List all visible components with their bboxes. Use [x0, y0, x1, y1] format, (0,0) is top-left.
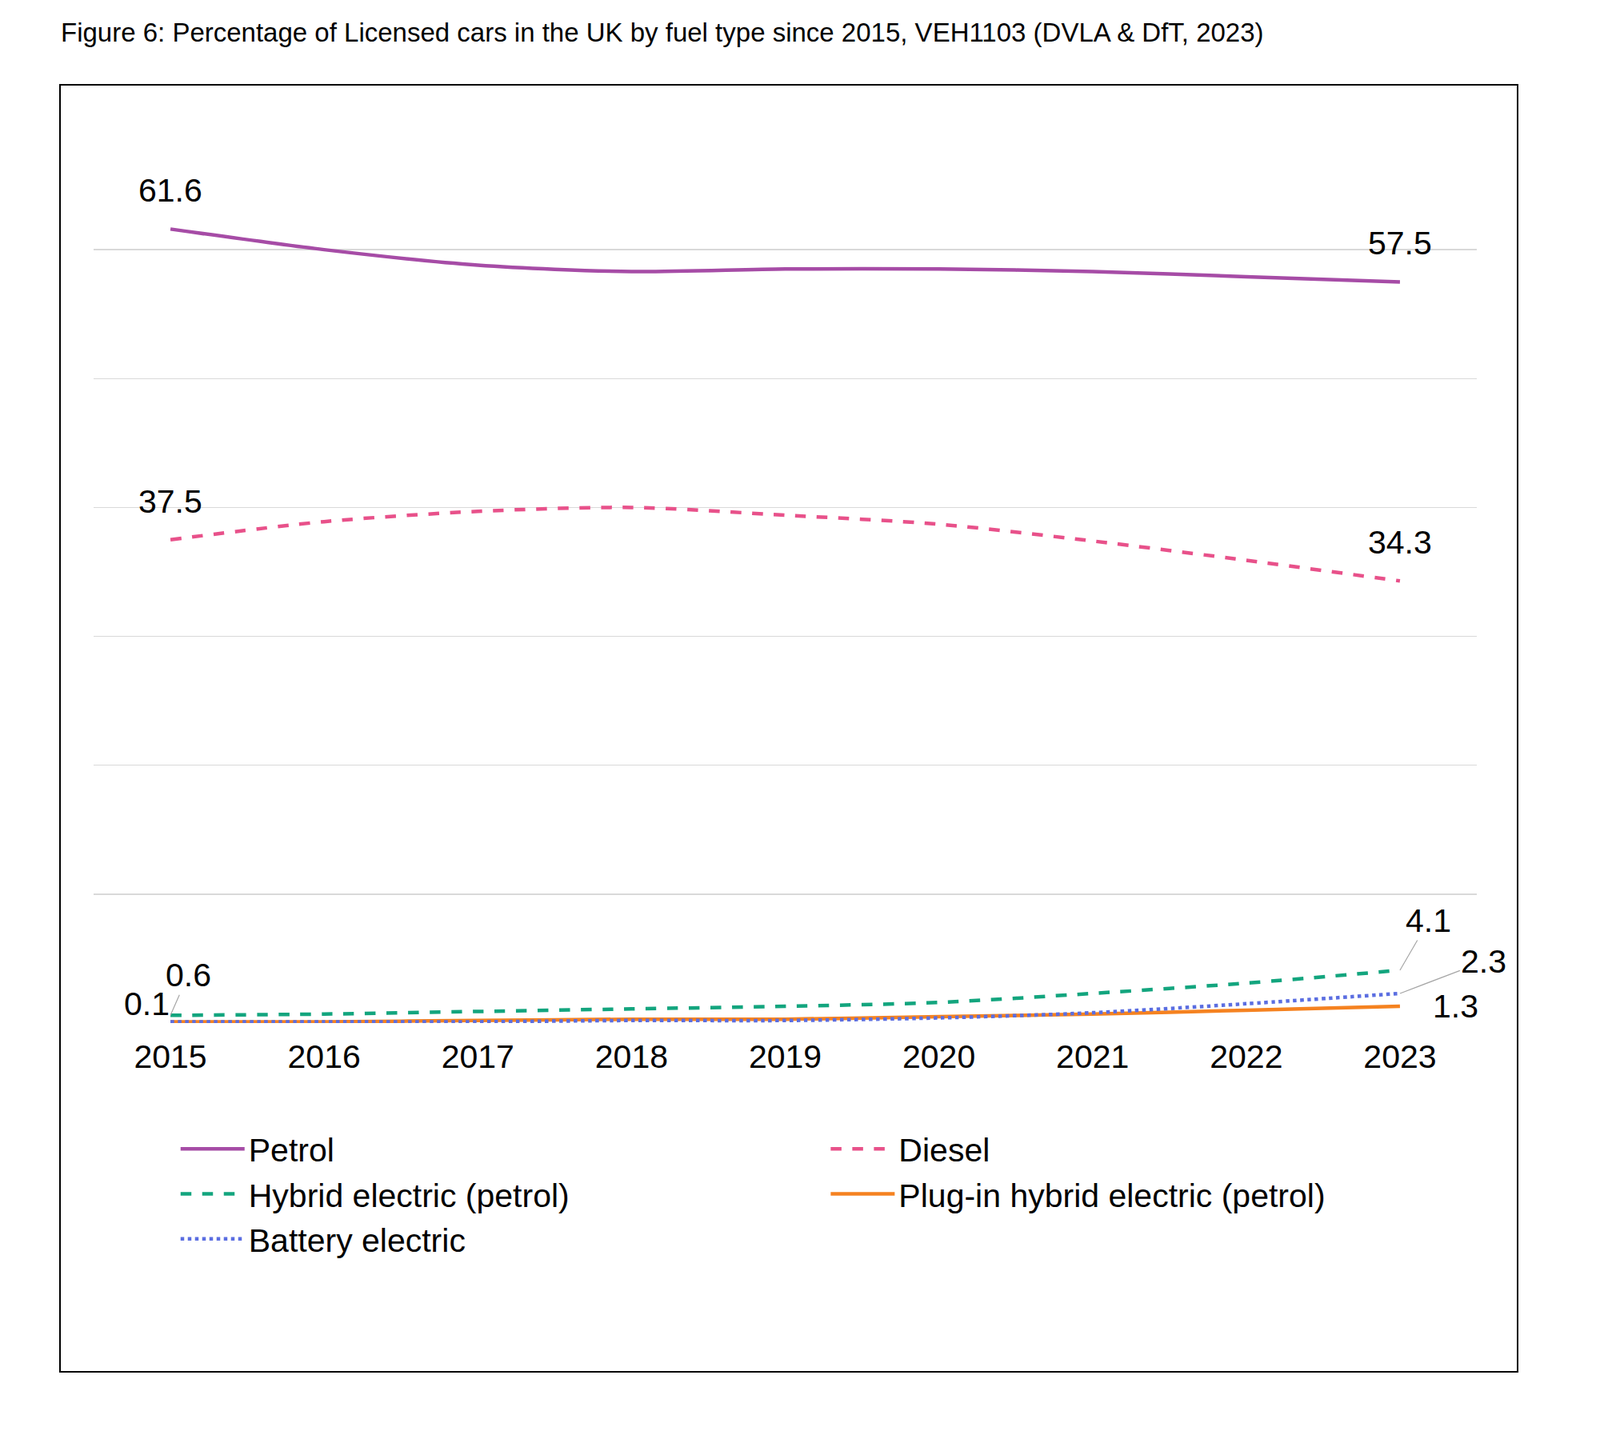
svg-text:2018: 2018 [595, 1038, 668, 1076]
svg-text:57.5: 57.5 [1368, 224, 1432, 262]
svg-text:4.1: 4.1 [1405, 902, 1452, 940]
svg-text:0.1: 0.1 [124, 985, 170, 1023]
svg-text:Hybrid electric (petrol): Hybrid electric (petrol) [248, 1177, 570, 1215]
svg-text:2023: 2023 [1363, 1038, 1436, 1076]
svg-text:Diesel: Diesel [898, 1132, 990, 1169]
svg-text:Plug-in hybrid electric (petro: Plug-in hybrid electric (petrol) [898, 1177, 1325, 1215]
svg-text:2015: 2015 [133, 1038, 207, 1076]
svg-text:2017: 2017 [441, 1038, 515, 1076]
svg-text:37.5: 37.5 [138, 483, 203, 520]
svg-text:2021: 2021 [1056, 1038, 1129, 1076]
svg-text:2019: 2019 [748, 1038, 822, 1076]
svg-text:0.6: 0.6 [165, 956, 212, 994]
svg-text:Battery electric: Battery electric [248, 1222, 466, 1260]
svg-text:2020: 2020 [902, 1038, 976, 1076]
svg-text:Petrol: Petrol [248, 1132, 335, 1169]
svg-text:2016: 2016 [288, 1038, 361, 1076]
svg-text:1.3: 1.3 [1432, 988, 1479, 1025]
svg-text:2022: 2022 [1209, 1038, 1283, 1076]
svg-text:34.3: 34.3 [1368, 524, 1432, 561]
svg-text:61.6: 61.6 [138, 172, 203, 209]
html-text:Figure 6: Percentage of Licens: Figure 6: Percentage of Licensed cars in… [60, 17, 1264, 48]
svg-text:2.3: 2.3 [1460, 943, 1507, 980]
